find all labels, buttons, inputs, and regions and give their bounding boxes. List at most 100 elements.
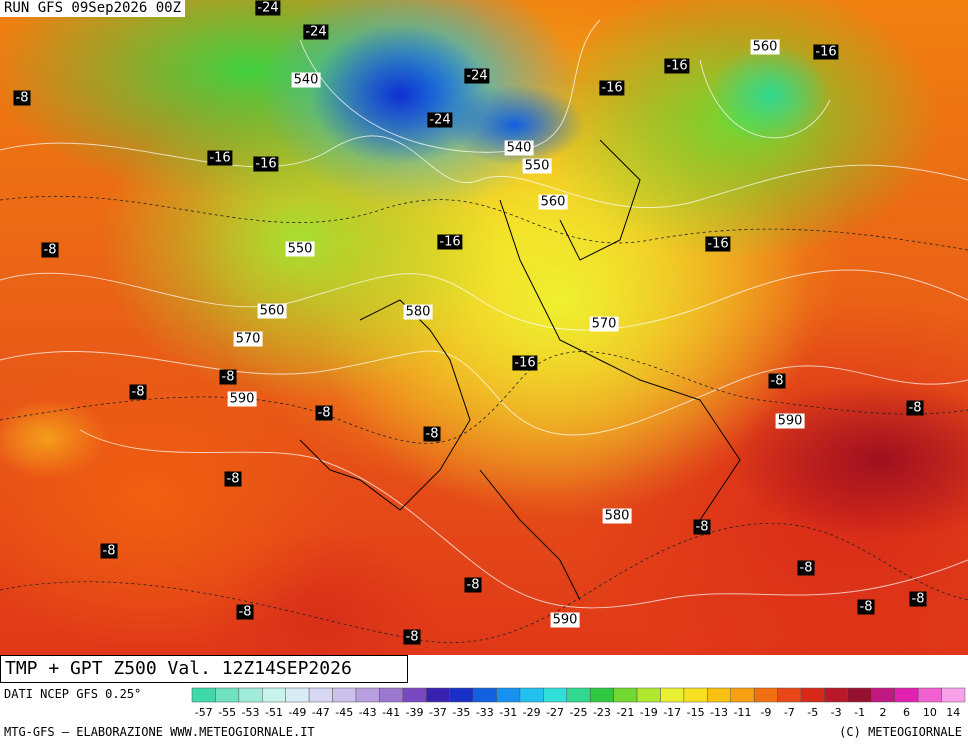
- color-swatch: [707, 687, 732, 703]
- scale-label: -51: [265, 706, 283, 719]
- scale-label: -45: [335, 706, 353, 719]
- temperature-label: -16: [705, 236, 731, 252]
- height-label: 560: [257, 303, 287, 319]
- color-scale: -57 -55 -53 -51 -49 -47 -45 -43 -41 -39 -37 -35 -33-…: [191, 687, 966, 719]
- color-swatch: [824, 687, 849, 703]
- temperature-label: -24: [464, 68, 490, 84]
- temperature-label: -8: [100, 543, 118, 559]
- scale-label: -39: [406, 706, 424, 719]
- temperature-label: -16: [207, 150, 233, 166]
- scale-label: -13: [710, 706, 728, 719]
- temperature-label: -24: [427, 112, 453, 128]
- color-swatch: [543, 687, 568, 703]
- color-swatch: [449, 687, 474, 703]
- height-label: 560: [538, 194, 568, 210]
- color-swatch: [402, 687, 427, 703]
- color-swatch: [589, 687, 614, 703]
- temperature-label: -8: [129, 384, 147, 400]
- scale-label: -29: [523, 706, 541, 719]
- color-swatch: [191, 687, 216, 703]
- color-swatch: [285, 687, 310, 703]
- height-label: 590: [550, 612, 580, 628]
- height-label: 550: [522, 158, 552, 174]
- temperature-label: -16: [437, 234, 463, 250]
- color-swatch: [262, 687, 286, 703]
- temperature-label: -8: [768, 373, 786, 389]
- scale-label: -15: [687, 706, 705, 719]
- temperature-label: -8: [236, 604, 254, 620]
- scale-label: -5: [807, 706, 818, 719]
- temperature-label: -8: [403, 629, 421, 645]
- scale-label: -3: [831, 706, 842, 719]
- temperature-label: -16: [599, 80, 625, 96]
- color-swatch: [871, 687, 895, 703]
- color-swatch: [777, 687, 802, 703]
- temperature-label: -8: [693, 519, 711, 535]
- color-swatch: [917, 687, 942, 703]
- scale-label: -49: [288, 706, 306, 719]
- color-swatch: [308, 687, 333, 703]
- temperature-label: -24: [303, 24, 329, 40]
- temperature-label: -8: [315, 405, 333, 421]
- color-swatch: [730, 687, 755, 703]
- scale-label: 2: [880, 706, 887, 719]
- temperature-label: -8: [224, 471, 242, 487]
- scale-label: -11: [733, 706, 751, 719]
- height-label: 590: [775, 413, 805, 429]
- color-swatch: [519, 687, 544, 703]
- temperature-label: -8: [41, 242, 59, 258]
- color-swatch: [636, 687, 661, 703]
- color-swatch: [332, 687, 357, 703]
- height-label: 540: [504, 140, 534, 156]
- height-label: 540: [291, 72, 321, 88]
- scale-label: -1: [854, 706, 865, 719]
- color-swatch: [355, 687, 380, 703]
- height-label: 580: [602, 508, 632, 524]
- temperature-label: -8: [13, 90, 31, 106]
- height-label: 550: [285, 241, 315, 257]
- height-label: 570: [233, 331, 263, 347]
- color-swatch: [472, 687, 497, 703]
- scale-label: -41: [382, 706, 400, 719]
- scale-label: -19: [640, 706, 658, 719]
- color-swatch: [566, 687, 591, 703]
- height-label: 590: [227, 391, 257, 407]
- temperature-label: -8: [464, 577, 482, 593]
- color-swatch: [894, 687, 919, 703]
- credit: MTG-GFS — ELABORAZIONE WWW.METEOGIORNALE…: [4, 725, 315, 739]
- temperature-label: -8: [906, 400, 924, 416]
- scale-label: -37: [429, 706, 447, 719]
- temperature-label: -16: [664, 58, 690, 74]
- scale-label: -7: [784, 706, 795, 719]
- color-swatch: [753, 687, 778, 703]
- color-swatch: [800, 687, 825, 703]
- temperature-label: -16: [813, 44, 839, 60]
- scale-label: -35: [452, 706, 470, 719]
- scale-label: -43: [359, 706, 377, 719]
- scale-label: -17: [663, 706, 681, 719]
- run-label: RUN GFS 09Sep2026 00Z: [0, 0, 186, 17]
- scale-label: -55: [218, 706, 236, 719]
- scale-label: -31: [499, 706, 517, 719]
- map: RUN GFS 09Sep2026 00Z -24 -24 -24 -24 -1…: [0, 0, 968, 655]
- scale-label: -33: [476, 706, 494, 719]
- contours: [0, 139, 968, 643]
- color-swatch: [660, 687, 685, 703]
- scale-label: -23: [593, 706, 611, 719]
- scale-label: -9: [760, 706, 771, 719]
- temperature-label: -8: [909, 591, 927, 607]
- height-label: 560: [750, 39, 780, 55]
- scale-label: 6: [903, 706, 910, 719]
- scale-label: -47: [312, 706, 330, 719]
- scale-label: -57: [195, 706, 213, 719]
- temperature-label: -8: [219, 369, 237, 385]
- scale-label: -25: [570, 706, 588, 719]
- copyright: (C) METEOGIORNALE: [839, 725, 962, 739]
- temperature-label: -8: [857, 599, 875, 615]
- color-swatch: [215, 687, 240, 703]
- map-title: TMP + GPT Z500 Val. 12Z14SEP2026: [0, 655, 408, 683]
- color-swatch: [425, 687, 450, 703]
- height-label: 580: [403, 304, 433, 320]
- color-swatch: [496, 687, 521, 703]
